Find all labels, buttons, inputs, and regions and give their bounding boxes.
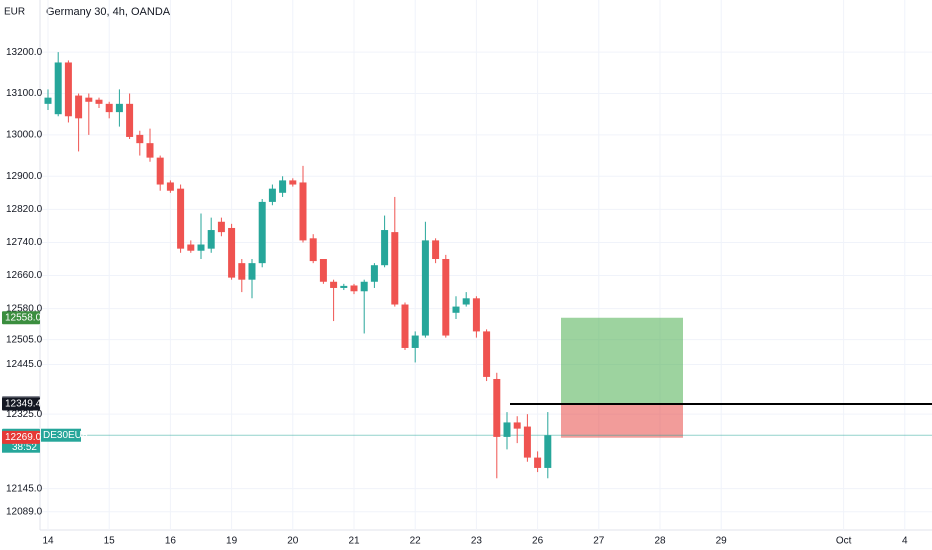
candle-body	[238, 263, 246, 280]
candle-body	[523, 426, 531, 458]
candle-body	[442, 259, 450, 336]
candle-body	[126, 103, 134, 137]
candle-body	[381, 230, 389, 266]
candle-body	[228, 227, 236, 278]
x-tick-label: 20	[287, 536, 299, 547]
candle-body	[85, 97, 93, 102]
x-tick-label: 15	[104, 536, 116, 547]
candle-body	[472, 298, 480, 332]
candle-body	[166, 182, 174, 191]
candle-body	[452, 306, 460, 313]
candle-body	[187, 244, 195, 251]
y-tick-label: 12900.0	[6, 171, 43, 182]
price-label: 12558.0	[5, 312, 42, 323]
x-tick-label: 26	[532, 536, 544, 547]
candle-body	[421, 240, 429, 336]
candle-body	[544, 435, 552, 468]
symbol-tag: DE30EUR	[43, 430, 89, 441]
price-label: 12349.4	[5, 399, 42, 410]
y-tick-label: 12660.0	[6, 270, 43, 281]
symbol-tag-box	[41, 428, 81, 442]
x-tick-label: 28	[654, 536, 666, 547]
countdown: 38:52	[12, 442, 37, 453]
candle-body	[340, 285, 348, 288]
x-tick-label: 19	[226, 536, 238, 547]
x-tick-label: 21	[348, 536, 360, 547]
price-label-box	[2, 311, 40, 325]
candle-body	[330, 281, 338, 288]
x-tick-label: 27	[593, 536, 605, 547]
candle-body	[370, 265, 378, 282]
chart-title: Germany 30, 4h, OANDA	[46, 6, 171, 18]
candle-body	[268, 188, 276, 202]
price-label-box	[2, 397, 40, 411]
candle-body	[115, 103, 123, 113]
y-tick-label: 12740.0	[6, 237, 43, 248]
currency-label: EUR	[4, 7, 25, 18]
x-tick-label: Oct	[836, 536, 852, 547]
candle-body	[44, 97, 52, 104]
candle-body	[462, 298, 470, 305]
candle-body	[493, 378, 501, 437]
y-tick-label: 12325.0	[6, 409, 43, 420]
price-label-box	[2, 430, 40, 444]
position-loss-zone	[561, 404, 683, 438]
y-tick-label: 12505.0	[6, 334, 43, 345]
candle-body	[197, 244, 205, 251]
candle-body	[309, 238, 317, 262]
candle-body	[299, 182, 307, 241]
y-tick-label: 13200.0	[6, 47, 43, 58]
candle-body	[156, 157, 164, 185]
candle-body	[54, 62, 62, 115]
y-tick-label: 13100.0	[6, 88, 43, 99]
y-tick-label: 12089.0	[6, 506, 43, 517]
candle-body	[217, 221, 225, 233]
candle-body	[279, 180, 287, 193]
candle-body	[207, 230, 215, 249]
y-tick-label: 13000.0	[6, 130, 43, 141]
candle-body	[513, 422, 521, 429]
x-tick-label: 16	[165, 536, 177, 547]
y-tick-label: 12820.0	[6, 204, 43, 215]
candle-body	[248, 263, 256, 280]
candle-body	[146, 143, 154, 158]
candle-body	[534, 457, 542, 468]
y-tick-label: 12580.0	[6, 303, 43, 314]
y-tick-label: 12145.0	[6, 483, 43, 494]
candle-body	[503, 422, 511, 437]
candle-body	[401, 304, 409, 348]
candle-body	[319, 259, 327, 282]
x-tick-label: 29	[716, 536, 728, 547]
candle-body	[95, 99, 103, 104]
candle-body	[105, 103, 113, 113]
candle-body	[136, 134, 144, 144]
candle-body	[432, 240, 440, 260]
candle-body	[391, 232, 399, 305]
candle-body	[483, 331, 491, 377]
countdown-box	[2, 441, 40, 453]
price-label: 12269.0	[5, 432, 42, 443]
x-tick-label: 23	[471, 536, 483, 547]
y-tick-label: 12445.0	[6, 359, 43, 370]
candle-body	[350, 285, 358, 292]
x-tick-label: 22	[410, 536, 422, 547]
candle-body	[64, 62, 72, 117]
candle-body	[289, 180, 297, 185]
candle-body	[360, 281, 368, 292]
x-tick-label: 4	[902, 536, 908, 547]
candle-body	[177, 188, 185, 249]
candle-body	[258, 201, 266, 264]
candle-body	[75, 95, 83, 119]
candle-body	[411, 335, 419, 348]
position-profit-zone	[561, 317, 683, 405]
x-tick-label: 14	[42, 536, 54, 547]
